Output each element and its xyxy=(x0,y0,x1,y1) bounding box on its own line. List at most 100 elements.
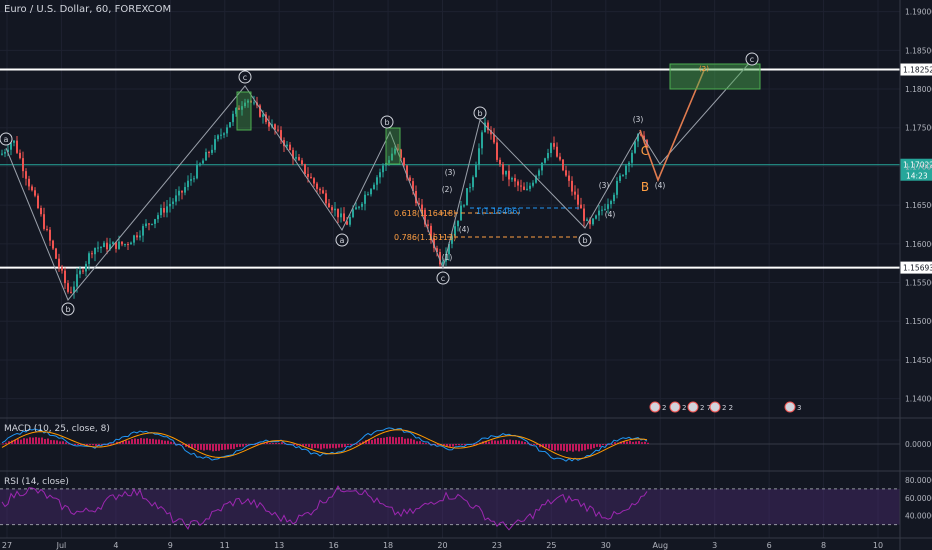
candle-body xyxy=(220,134,222,136)
event-badge-icon[interactable] xyxy=(687,401,699,413)
event-badge-icon[interactable] xyxy=(669,401,681,413)
candle-body xyxy=(541,162,543,171)
macd-bar xyxy=(245,444,247,446)
candle-body xyxy=(322,190,324,194)
candle-body xyxy=(430,225,432,239)
macd-bar xyxy=(131,439,133,444)
highlight-box[interactable] xyxy=(236,91,252,131)
candle-body xyxy=(187,180,189,188)
macd-bar xyxy=(410,438,412,444)
candle-body xyxy=(160,208,162,216)
wave-drawings[interactable]: 0.618(1.16418) 0.786(1.16113) 1(1.16486) a b… xyxy=(0,52,801,413)
macd-bar xyxy=(62,441,64,444)
candle-body xyxy=(49,229,51,241)
candle-body xyxy=(613,194,615,202)
corrective-projection-line[interactable] xyxy=(639,67,706,183)
macd-bar xyxy=(11,440,13,444)
macd-bar xyxy=(296,444,298,446)
macd-bar xyxy=(473,444,475,445)
candle-body xyxy=(361,203,363,207)
macd-bar xyxy=(407,438,409,444)
candle-body xyxy=(400,149,402,158)
wave-circle xyxy=(380,115,394,129)
wave-circle xyxy=(745,52,759,66)
macd-bar xyxy=(374,438,376,444)
candle-body xyxy=(19,152,21,159)
candle-body xyxy=(1,153,3,155)
candle-body xyxy=(397,148,399,150)
candle-body xyxy=(274,124,276,130)
countdown-label: 14:23 xyxy=(906,172,928,181)
event-badge-icon[interactable] xyxy=(709,401,721,413)
macd-bar xyxy=(557,444,559,451)
candle-body xyxy=(277,129,279,131)
candle-body xyxy=(310,176,312,179)
macd-bar xyxy=(533,444,535,445)
event-badge-icon[interactable] xyxy=(649,401,661,413)
macd-bar xyxy=(365,440,367,444)
macd-bar xyxy=(392,436,394,444)
macd-bar xyxy=(590,444,592,450)
candle-body xyxy=(352,209,354,218)
candle-body xyxy=(190,179,192,181)
candle-body xyxy=(172,201,174,204)
candle-body xyxy=(475,165,477,178)
candle-body xyxy=(601,209,603,211)
candle-body xyxy=(454,226,456,236)
macd-bar xyxy=(44,438,46,444)
macd-bar xyxy=(413,439,415,444)
macd-bar xyxy=(77,444,79,445)
candle-body xyxy=(418,203,420,205)
x-tick-label: 11 xyxy=(220,541,230,550)
candle-body xyxy=(517,181,519,186)
candle-body xyxy=(130,242,132,245)
macd-bar xyxy=(578,444,580,452)
event-badge-icon[interactable] xyxy=(784,401,796,413)
candle-body xyxy=(391,153,393,161)
wave-label: c xyxy=(243,73,247,82)
candle-body xyxy=(622,174,624,176)
candle-body xyxy=(109,244,111,250)
elliott-wave-line[interactable] xyxy=(5,85,641,301)
macd-bar xyxy=(65,442,67,444)
horizontal-levels[interactable]: 1.18252 1.15693 1.17022 14:23 xyxy=(0,63,932,274)
macd-bar xyxy=(317,444,319,449)
macd-bar xyxy=(419,441,421,444)
x-tick-label: 30 xyxy=(601,541,611,550)
candle-body xyxy=(307,173,309,177)
target-box[interactable] xyxy=(669,63,761,90)
highlight-box[interactable] xyxy=(385,127,401,165)
x-tick-label: 27 xyxy=(2,541,12,550)
candle-body xyxy=(580,204,582,209)
candle-body xyxy=(151,223,153,225)
y-tick-label: 1.16500 xyxy=(905,201,932,210)
macd-bar xyxy=(5,442,7,444)
macd-bar xyxy=(218,444,220,451)
event-badge-label: 3 xyxy=(797,404,801,412)
macd-bar xyxy=(545,444,547,448)
candle-body xyxy=(166,206,168,213)
macd-bar xyxy=(323,444,325,449)
macd-bar xyxy=(92,444,94,446)
x-tick-label: 23 xyxy=(492,541,502,550)
rsi-pane[interactable]: 80.0000 60.0000 40.0000 xyxy=(0,476,932,531)
macd-bar xyxy=(395,437,397,444)
macd-bar xyxy=(185,444,187,447)
macd-pane[interactable]: 0.0000 xyxy=(0,427,931,462)
candle-body xyxy=(289,144,291,151)
candle-body xyxy=(235,107,237,114)
macd-bar xyxy=(551,444,553,451)
macd-bar xyxy=(110,443,112,445)
candle-body xyxy=(367,194,369,196)
candle-body xyxy=(31,186,33,191)
wave-projection-line[interactable] xyxy=(639,59,753,165)
candle-body xyxy=(334,208,336,211)
candle-body xyxy=(73,286,75,293)
candle-body xyxy=(262,114,264,117)
x-tick-label: 4 xyxy=(113,541,118,550)
macd-bar xyxy=(236,444,238,448)
macd-bar xyxy=(86,444,88,446)
macd-bar xyxy=(566,444,568,452)
